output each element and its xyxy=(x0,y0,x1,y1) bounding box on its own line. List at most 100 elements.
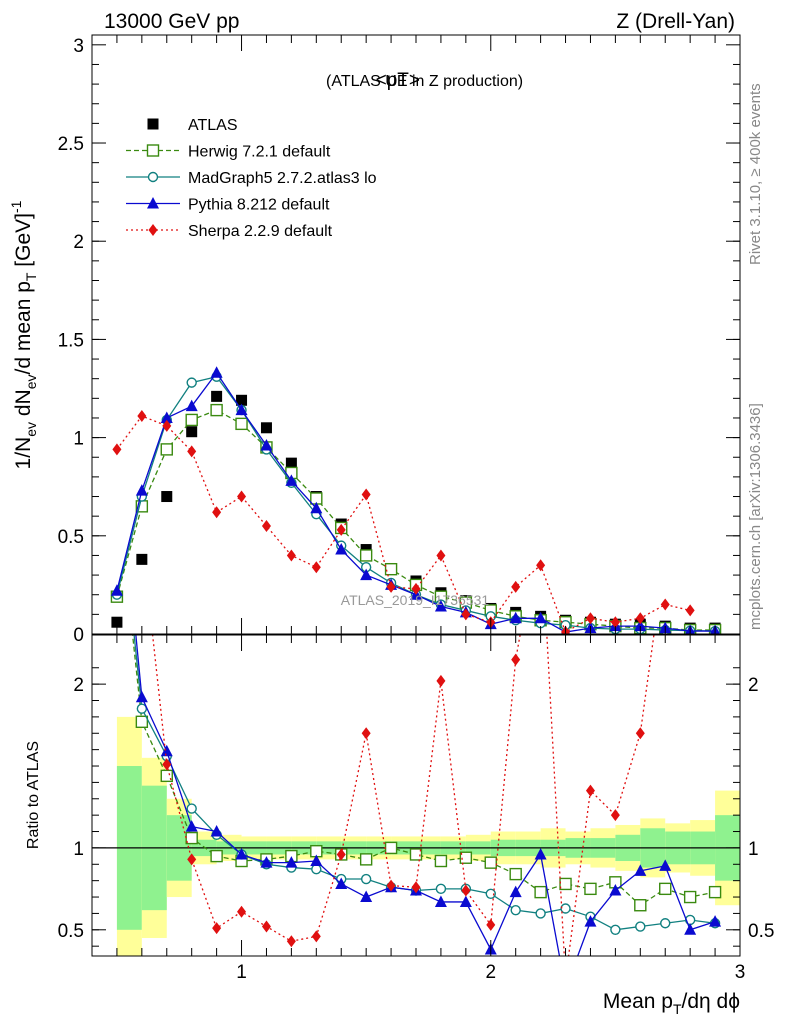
sherpa-point xyxy=(536,559,546,572)
sherpa-point xyxy=(610,616,620,629)
herwig-point xyxy=(459,851,473,864)
legend-marker xyxy=(146,144,160,157)
sherpa-point xyxy=(311,930,321,943)
main-subtitle: (ATLAS UE in Z production) xyxy=(326,73,523,90)
sherpa-point xyxy=(411,582,421,595)
legend-entry: ATLAS xyxy=(188,117,238,134)
herwig-point xyxy=(384,841,398,855)
analysis-watermark: ATLAS_2019_I1736531 xyxy=(341,592,490,608)
main-y-axis-label: 1/Nev dNev/d mean pT [GeV]-1 xyxy=(8,200,39,469)
pythia-point xyxy=(584,915,597,927)
pythia-point xyxy=(434,600,447,612)
pythia-point xyxy=(160,744,173,757)
herwig-point xyxy=(634,899,647,912)
sherpa-point xyxy=(511,653,521,666)
ratio-y-axis-label: Ratio to ATLAS xyxy=(25,741,42,849)
sherpa-point xyxy=(336,523,346,536)
pythia-point xyxy=(684,923,697,935)
sherpa-point xyxy=(187,853,197,866)
madgraph-point xyxy=(186,377,197,388)
sherpa-point xyxy=(635,727,645,740)
legend-entry: Herwig 7.2.1 default xyxy=(188,144,331,161)
pythia-point xyxy=(360,890,373,903)
madgraph-point xyxy=(510,904,521,916)
herwig-point xyxy=(160,443,173,456)
main-title: <pT> xyxy=(376,70,420,91)
sherpa-point xyxy=(561,973,570,985)
sherpa-point xyxy=(436,549,446,562)
herwig-point xyxy=(210,403,223,417)
herwig-point xyxy=(235,417,248,431)
herwig-point xyxy=(659,882,672,896)
sherpa-point xyxy=(137,531,146,543)
herwig-point xyxy=(509,867,522,881)
mcplots-label: mcplots.cern.ch [arXiv:1306.3436] xyxy=(747,403,764,630)
pythia-point xyxy=(185,820,198,832)
sherpa-point xyxy=(686,547,695,559)
herwig-point xyxy=(359,549,373,562)
pythia-point xyxy=(360,568,373,581)
pythia-line xyxy=(135,635,716,956)
sherpa-point xyxy=(361,488,371,501)
pythia-point xyxy=(260,856,273,868)
herwig-point xyxy=(708,885,722,899)
pythia-point xyxy=(235,403,248,416)
ratio-plot-area xyxy=(92,432,740,994)
herwig-point xyxy=(210,849,223,863)
pythia-point xyxy=(185,399,198,412)
main-axes: 0 0.5 1 1.5 2 2.5 3 xyxy=(58,35,740,646)
sherpa-point xyxy=(162,419,172,432)
y-tick-label: 0 xyxy=(73,625,84,646)
sherpa-line xyxy=(151,635,655,956)
pythia-point xyxy=(235,847,248,860)
sherpa-point xyxy=(237,905,247,918)
pythia-point xyxy=(260,438,273,451)
pythia-point xyxy=(560,982,572,994)
pythia-point xyxy=(634,864,647,876)
pythia-point xyxy=(210,825,223,837)
pythia-point xyxy=(509,611,522,624)
pythia-point xyxy=(335,543,348,555)
herwig-point xyxy=(135,715,149,729)
pythia-point xyxy=(634,619,647,632)
sherpa-point xyxy=(585,784,595,797)
madgraph-point xyxy=(610,924,621,935)
madgraph-point xyxy=(360,873,372,885)
atlas-point xyxy=(236,394,248,406)
ratio-y-tick-label-right: 2 xyxy=(748,675,759,696)
sherpa-point xyxy=(212,506,222,519)
pythia-point xyxy=(285,856,298,868)
legend-entry: MadGraph5 2.7.2.atlas3 lo xyxy=(188,170,377,187)
atlas-point xyxy=(161,491,173,503)
ratio-y-tick-label: 0.5 xyxy=(58,921,84,942)
atlas-point xyxy=(211,390,223,402)
sherpa-point xyxy=(112,443,122,456)
pythia-point xyxy=(335,877,348,889)
x-tick-label: 1 xyxy=(236,962,247,983)
madgraph-point xyxy=(186,803,197,814)
atlas-point xyxy=(260,422,272,434)
sherpa-point xyxy=(286,549,296,562)
madgraph-point xyxy=(535,908,546,919)
sherpa-point xyxy=(261,519,271,532)
pythia-point xyxy=(135,484,148,496)
y-tick-label: 1.5 xyxy=(58,330,84,351)
sherpa-point xyxy=(386,580,396,593)
pythia-point xyxy=(111,432,123,444)
y-tick-label: 0.5 xyxy=(58,527,84,548)
herwig-point xyxy=(584,882,597,896)
pythia-point xyxy=(709,915,722,927)
sherpa-point xyxy=(685,604,695,617)
energy-label: 13000 GeV pp xyxy=(104,10,239,33)
legend-entry: Sherpa 2.2.9 default xyxy=(188,223,333,240)
y-tick-label: 2.5 xyxy=(58,134,84,155)
sherpa-point xyxy=(610,809,620,822)
herwig-point xyxy=(559,877,572,891)
pythia-point xyxy=(459,895,472,907)
legend-entry: Pythia 8.212 default xyxy=(188,197,330,214)
ratio-y-tick-label-right: 0.5 xyxy=(748,921,774,942)
y-tick-label: 1 xyxy=(73,429,84,450)
pythia-point xyxy=(310,854,323,867)
pythia-point xyxy=(534,611,547,624)
